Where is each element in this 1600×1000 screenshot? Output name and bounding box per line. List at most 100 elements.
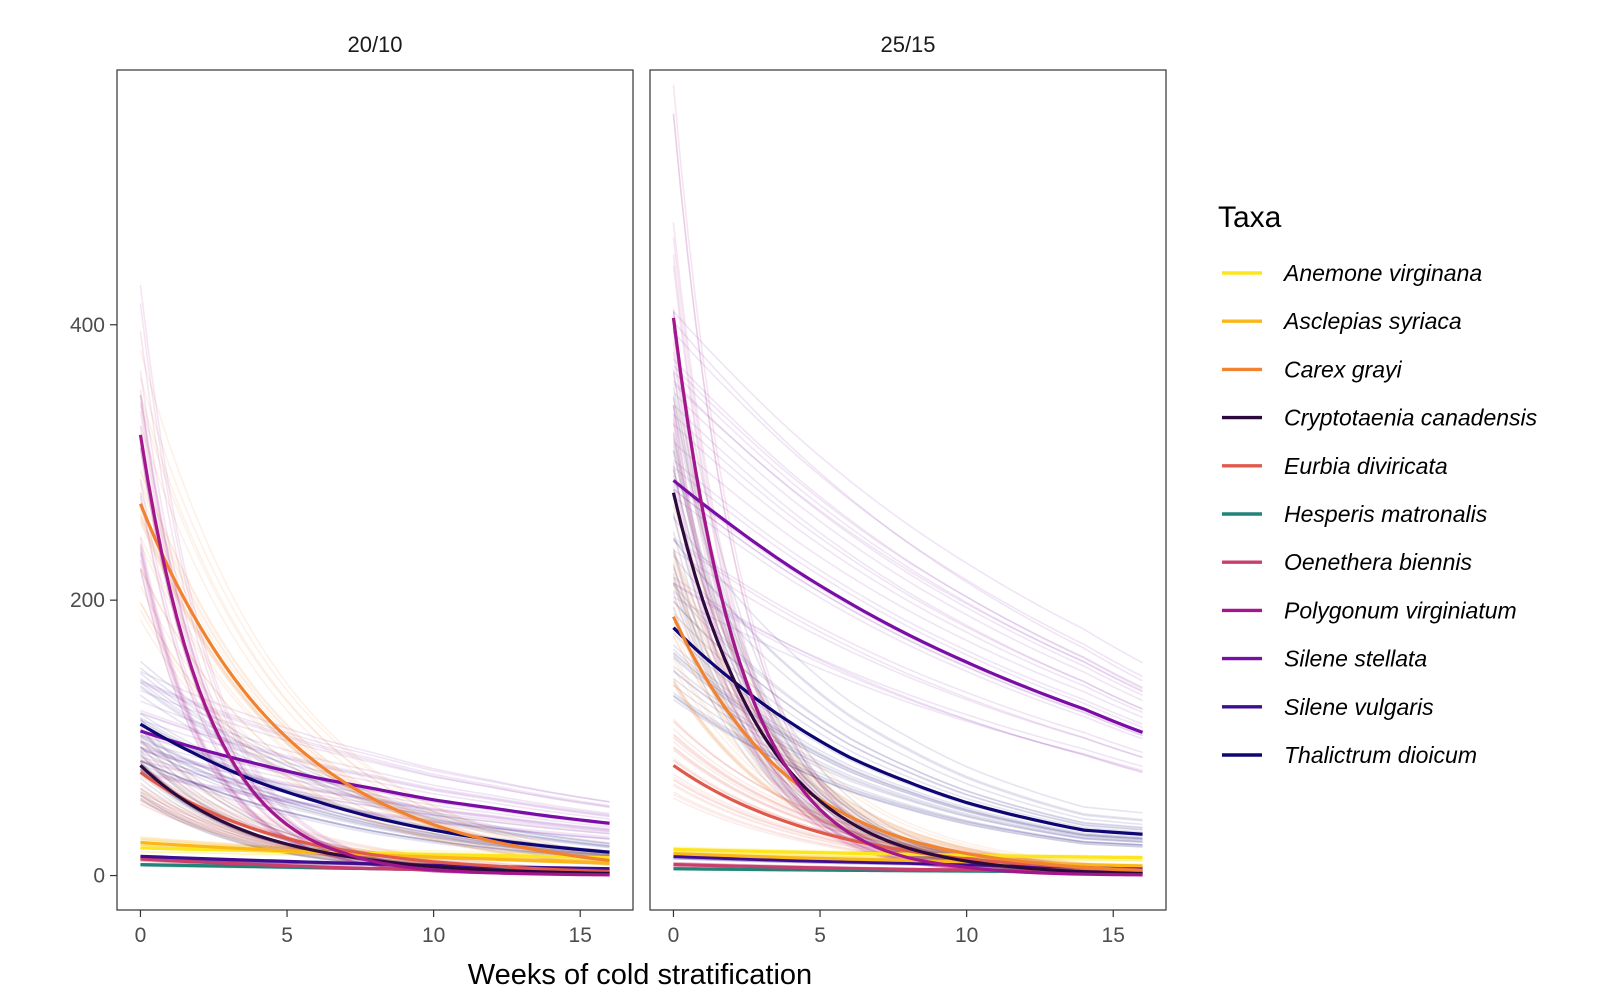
legend-label: Cryptotaenia canadensis xyxy=(1284,405,1538,431)
band-draw-carex-grayi xyxy=(139,567,610,865)
panel-left-title: 20/10 xyxy=(347,32,402,57)
band-draw-silene-stellata xyxy=(672,310,1143,664)
band-draw-silene-stellata xyxy=(672,331,1143,678)
legend-item-cryptotaenia-canadensis: Cryptotaenia canadensis xyxy=(1222,405,1538,431)
legend-label: Silene stellata xyxy=(1284,646,1427,672)
band-draw-thalictrum-dioicum xyxy=(139,667,610,845)
band-draw-carex-grayi xyxy=(139,478,610,861)
band-draw-cryptotaenia-canadensis xyxy=(672,329,1143,874)
band-draw-silene-stellata xyxy=(140,689,610,808)
band-draw-thalictrum-dioicum xyxy=(140,763,610,860)
legend-items: Anemone virginana Asclepias syriaca Carex … xyxy=(1222,260,1538,768)
x-tick-label: 10 xyxy=(955,924,978,947)
band-draw-thalictrum-dioicum xyxy=(672,695,1143,848)
x-tick-label: 15 xyxy=(569,924,592,947)
panel-right: 25/15 0 5 10 15 xyxy=(649,32,1167,947)
x-tick-label: 5 xyxy=(814,924,826,947)
legend-title: Taxa xyxy=(1218,201,1282,234)
band-draw-silene-stellata xyxy=(140,772,610,840)
band-draw-silene-stellata xyxy=(672,495,1143,740)
legend-item-oenethera-biennis: Oenethera biennis xyxy=(1222,549,1472,575)
y-tick-label: 400 xyxy=(70,314,105,337)
band-draw-carex-grayi xyxy=(139,394,610,858)
band-draw-silene-stellata xyxy=(140,700,610,815)
band-draw-thalictrum-dioicum xyxy=(140,713,610,852)
band-draw-thalictrum-dioicum xyxy=(140,735,610,856)
band-draw-thalictrum-dioicum xyxy=(140,759,610,859)
band-draw-thalictrum-dioicum xyxy=(672,669,1143,843)
series-line-silene-stellata xyxy=(139,729,610,825)
band-draw-thalictrum-dioicum xyxy=(672,589,1143,829)
band-draw-carex-grayi xyxy=(139,404,610,858)
band-draw-thalictrum-dioicum xyxy=(140,736,610,855)
x-tick-label: 0 xyxy=(668,924,680,947)
band-draw-thalictrum-dioicum xyxy=(140,760,610,859)
band-draw-thalictrum-dioicum xyxy=(672,665,1143,842)
x-tick-label: 10 xyxy=(422,924,445,947)
legend-label: Asclepias syriaca xyxy=(1282,308,1462,334)
panel-right-x-axis: 0 5 10 15 xyxy=(668,910,1125,947)
legend-label: Anemone virginana xyxy=(1282,260,1482,286)
band-draw-silene-stellata xyxy=(140,768,610,840)
band-draw-silene-stellata xyxy=(673,582,1143,768)
band-draw-silene-stellata xyxy=(140,712,610,818)
legend-item-anemone-virginana: Anemone virginana xyxy=(1222,260,1482,286)
band-draw-silene-stellata xyxy=(672,441,1143,719)
band-draw-carex-grayi xyxy=(139,568,610,864)
band-draw-silene-stellata xyxy=(673,549,1143,759)
band-draw-silene-stellata xyxy=(140,670,610,803)
band-draw-silene-stellata xyxy=(140,771,610,840)
legend: Taxa Anemone virginana Asclepias syriaca C… xyxy=(1218,201,1538,768)
panel-left-x-axis: 0 5 10 15 xyxy=(135,910,592,947)
band-draw-silene-stellata xyxy=(140,734,610,826)
band-draw-silene-stellata xyxy=(672,383,1143,692)
band-draw-silene-stellata xyxy=(140,740,610,828)
panel-right-series-lines xyxy=(671,317,1144,877)
series-line-cryptotaenia-canadensis xyxy=(671,492,1143,876)
legend-label: Carex grayi xyxy=(1284,356,1402,382)
band-draw-anemone-virginana xyxy=(140,842,610,856)
band-draw-silene-stellata xyxy=(140,679,610,803)
panel-right-title: 25/15 xyxy=(880,32,935,57)
band-draw-carex-grayi xyxy=(139,543,610,863)
legend-label: Polygonum virginiatum xyxy=(1284,597,1517,623)
panel-left-y-axis: 0 200 400 xyxy=(70,314,117,888)
band-draw-thalictrum-dioicum xyxy=(672,601,1143,831)
band-draw-silene-stellata xyxy=(673,583,1143,773)
legend-label: Silene vulgaris xyxy=(1284,694,1434,720)
band-draw-silene-stellata xyxy=(672,371,1143,693)
legend-item-silene-stellata: Silene stellata xyxy=(1222,646,1427,672)
band-draw-carex-grayi xyxy=(139,468,610,860)
band-draw-thalictrum-dioicum xyxy=(672,670,1143,844)
panel-left: 20/10 0 5 10 15 0 200 400 xyxy=(70,32,634,947)
series-line-carex-grayi xyxy=(138,503,610,863)
band-draw-thalictrum-dioicum xyxy=(672,695,1143,848)
band-draw-silene-stellata xyxy=(140,719,610,820)
band-draw-thalictrum-dioicum xyxy=(672,694,1143,846)
band-draw-eurbia-diviricata xyxy=(139,735,610,871)
band-draw-silene-stellata xyxy=(140,682,610,809)
series-line-silene-stellata xyxy=(672,479,1144,734)
band-draw-silene-stellata xyxy=(672,404,1143,711)
band-draw-silene-stellata xyxy=(672,459,1143,725)
legend-item-silene-vulgaris: Silene vulgaris xyxy=(1222,694,1434,720)
band-draw-carex-grayi xyxy=(139,536,610,863)
band-draw-silene-stellata xyxy=(672,358,1143,690)
legend-item-eurbia-diviricata: Eurbia diviricata xyxy=(1222,453,1448,479)
band-draw-thalictrum-dioicum xyxy=(672,648,1143,840)
band-draw-thalictrum-dioicum xyxy=(672,538,1143,822)
band-draw-silene-stellata xyxy=(672,537,1143,754)
legend-item-hesperis-matronalis: Hesperis matronalis xyxy=(1222,501,1488,527)
band-draw-silene-stellata xyxy=(672,488,1143,736)
legend-label: Thalictrum dioicum xyxy=(1284,742,1477,768)
series-line-polygonum-virginiatum xyxy=(671,317,1143,877)
band-draw-silene-stellata xyxy=(140,759,610,835)
band-draw-thalictrum-dioicum xyxy=(672,612,1143,833)
y-tick-label: 200 xyxy=(70,589,105,612)
band-draw-silene-stellata xyxy=(672,414,1143,710)
band-draw-silene-stellata xyxy=(672,488,1143,737)
band-draw-silene-stellata xyxy=(672,321,1143,682)
band-draw-thalictrum-dioicum xyxy=(672,538,1143,821)
panel-left-frame xyxy=(116,69,634,911)
band-draw-silene-stellata xyxy=(672,365,1143,689)
